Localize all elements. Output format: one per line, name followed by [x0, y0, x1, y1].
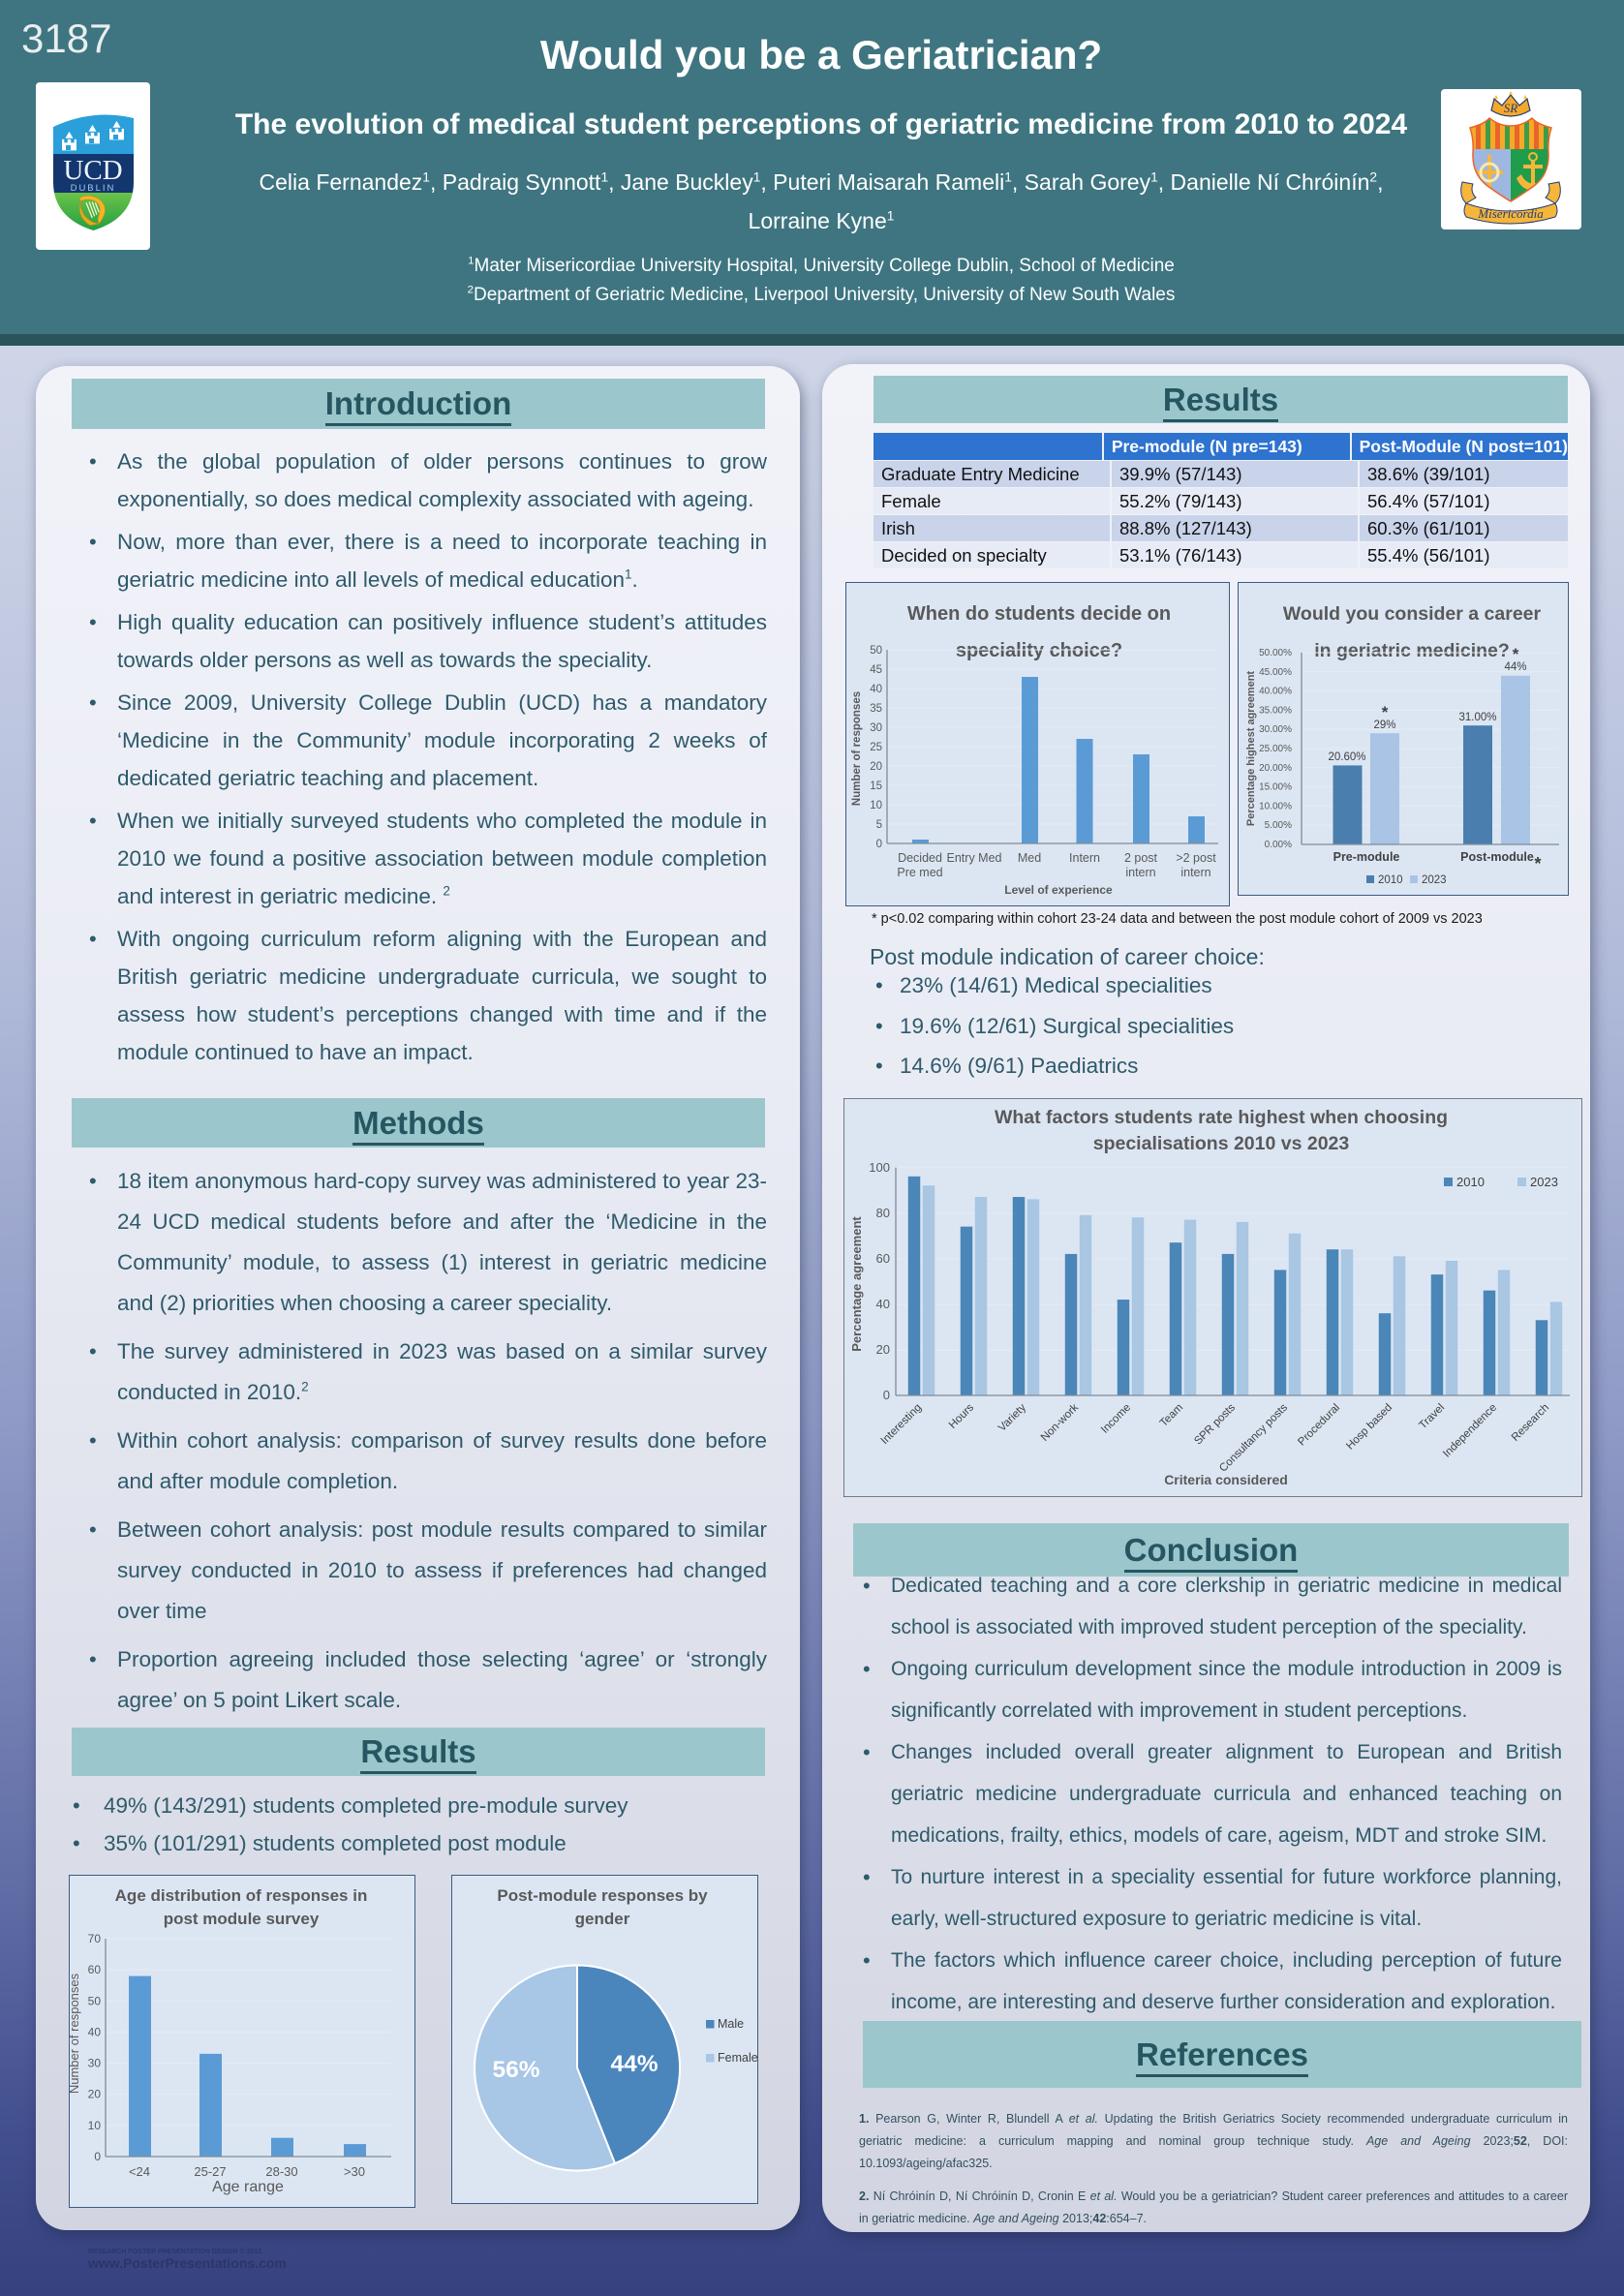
- svg-text:Percentage agreement: Percentage agreement: [849, 1216, 864, 1352]
- svg-text:2023: 2023: [1530, 1175, 1558, 1189]
- svg-text:50: 50: [88, 1994, 102, 2007]
- svg-text:5.00%: 5.00%: [1265, 820, 1292, 831]
- svg-text:31.00%: 31.00%: [1458, 712, 1496, 723]
- svg-text:specialisations 2010 vs 2023: specialisations 2010 vs 2023: [1093, 1133, 1350, 1154]
- svg-text:Number of responses: Number of responses: [69, 1973, 81, 2094]
- svg-text:40: 40: [876, 1297, 890, 1311]
- svg-text:20: 20: [870, 761, 882, 773]
- svg-text:40: 40: [88, 2025, 102, 2038]
- svg-text:50.00%: 50.00%: [1259, 648, 1292, 658]
- svg-text:25.00%: 25.00%: [1259, 744, 1292, 754]
- svg-text:44%: 44%: [1504, 661, 1526, 673]
- svg-text:2010: 2010: [1378, 874, 1403, 886]
- svg-text:Med: Med: [1018, 851, 1041, 865]
- svg-text:0: 0: [94, 2150, 101, 2163]
- svg-text:<24: <24: [129, 2164, 150, 2179]
- svg-text:>30: >30: [344, 2164, 365, 2179]
- svg-text:Pre-module: Pre-module: [1333, 850, 1400, 864]
- svg-text:Post-module: Post-module: [1460, 850, 1534, 864]
- svg-text:Decided: Decided: [898, 851, 942, 865]
- svg-text:2 post: 2 post: [1124, 851, 1158, 865]
- svg-text:60: 60: [88, 1963, 102, 1976]
- svg-text:20: 20: [876, 1342, 890, 1357]
- svg-text:Number of responses: Number of responses: [851, 691, 863, 806]
- svg-text:25: 25: [870, 742, 882, 753]
- svg-text:70: 70: [88, 1932, 102, 1945]
- svg-text:30: 30: [88, 2057, 102, 2070]
- svg-text:2010: 2010: [1456, 1175, 1485, 1189]
- svg-text:Misericordia: Misericordia: [1477, 206, 1544, 221]
- svg-text:Level of experience: Level of experience: [1004, 883, 1113, 897]
- svg-text:60: 60: [876, 1251, 890, 1266]
- svg-text:*: *: [1513, 645, 1519, 663]
- svg-text:28-30: 28-30: [265, 2164, 297, 2179]
- svg-text:When do students decide on: When do students decide on: [907, 603, 1171, 625]
- svg-text:30.00%: 30.00%: [1259, 724, 1292, 735]
- svg-text:44%: 44%: [610, 2051, 658, 2077]
- svg-text:35: 35: [870, 703, 882, 715]
- svg-text:25-27: 25-27: [194, 2164, 226, 2179]
- svg-text:29%: 29%: [1373, 719, 1395, 731]
- svg-text:Criteria considered: Criteria considered: [1164, 1472, 1288, 1487]
- svg-text:intern: intern: [1180, 866, 1210, 879]
- svg-text:15: 15: [870, 781, 882, 792]
- svg-text:intern: intern: [1125, 866, 1155, 879]
- svg-text:*: *: [1534, 854, 1541, 873]
- svg-text:35.00%: 35.00%: [1259, 705, 1292, 716]
- svg-text:40.00%: 40.00%: [1259, 687, 1292, 697]
- svg-text:0.00%: 0.00%: [1265, 840, 1292, 850]
- svg-text:DUBLIN: DUBLIN: [71, 183, 116, 194]
- svg-text:Percentage highest agreement: Percentage highest agreement: [1245, 671, 1257, 827]
- svg-text:>2 post: >2 post: [1176, 851, 1216, 865]
- svg-text:40: 40: [870, 684, 882, 695]
- svg-text:speciality choice?: speciality choice?: [956, 640, 1122, 661]
- svg-text:45: 45: [870, 664, 882, 676]
- svg-text:20: 20: [88, 2088, 102, 2101]
- svg-text:Age range: Age range: [212, 2179, 284, 2195]
- svg-text:What factors students rate hig: What factors students rate highest when …: [995, 1107, 1448, 1128]
- svg-text:UCD: UCD: [63, 155, 122, 186]
- svg-text:10.00%: 10.00%: [1259, 801, 1292, 811]
- svg-text:Male: Male: [718, 2017, 744, 2031]
- svg-text:45.00%: 45.00%: [1259, 667, 1292, 678]
- svg-text:100: 100: [869, 1160, 890, 1175]
- svg-text:15.00%: 15.00%: [1259, 782, 1292, 793]
- svg-text:5: 5: [876, 819, 882, 831]
- svg-text:*: *: [1382, 703, 1389, 721]
- svg-text:20.00%: 20.00%: [1259, 763, 1292, 774]
- svg-text:50: 50: [870, 645, 882, 657]
- svg-text:80: 80: [876, 1206, 890, 1220]
- svg-text:0: 0: [876, 839, 882, 850]
- svg-text:20.60%: 20.60%: [1328, 751, 1365, 763]
- svg-text:in geriatric medicine?: in geriatric medicine?: [1314, 640, 1510, 661]
- svg-text:30: 30: [870, 722, 882, 734]
- svg-text:Would you consider a career: Would you consider a career: [1283, 603, 1542, 625]
- svg-text:Pre med: Pre med: [897, 866, 942, 879]
- svg-text:Age distribution of responses: Age distribution of responses in: [115, 1886, 368, 1905]
- svg-text:Intern: Intern: [1069, 851, 1100, 865]
- svg-text:0: 0: [883, 1388, 890, 1402]
- svg-text:2023: 2023: [1422, 874, 1447, 886]
- svg-text:Post-module responses by: Post-module responses by: [497, 1886, 708, 1905]
- svg-text:Entry Med: Entry Med: [947, 851, 1002, 865]
- svg-text:post module survey: post module survey: [164, 1910, 320, 1928]
- svg-text:10: 10: [870, 800, 882, 811]
- svg-text:Female: Female: [718, 2051, 758, 2065]
- svg-text:gender: gender: [575, 1910, 630, 1928]
- svg-text:56%: 56%: [492, 2057, 539, 2083]
- svg-text:10: 10: [88, 2119, 102, 2132]
- svg-text:SR: SR: [1504, 101, 1518, 115]
